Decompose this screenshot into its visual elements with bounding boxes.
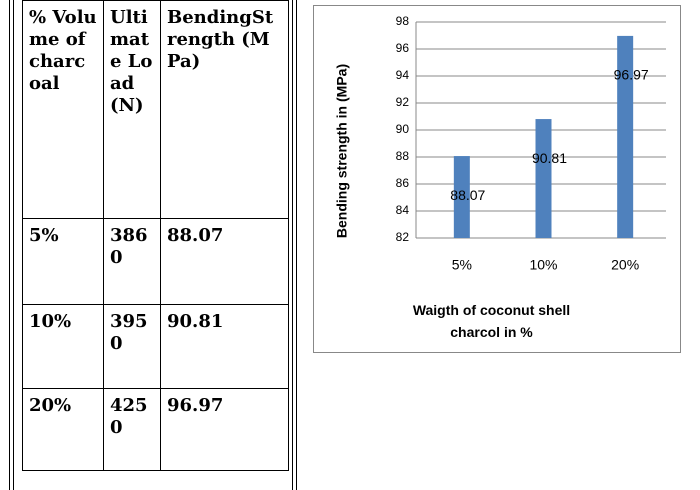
table-row: 10% 3950 90.81 [22, 304, 289, 389]
table-cell: 96.97 [160, 388, 289, 471]
table-cell: 20% [22, 388, 104, 471]
frame-line [9, 0, 10, 490]
bar [453, 156, 470, 238]
data-label: 96.97 [614, 67, 649, 83]
chart: Bending strength in (MPa) 82 84 86 88 90 92 94… [313, 5, 681, 353]
table-cell: 10% [22, 304, 104, 389]
data-table: % Volume of charcoal Ultimate Load (N) Ben… [22, 0, 289, 471]
table-cell: BendingStrength (MPa) [160, 0, 289, 219]
y-tick-label: 94 [396, 68, 410, 82]
y-tick-label: 88 [396, 149, 410, 163]
table-cell: 90.81 [160, 304, 289, 389]
bar [535, 119, 552, 238]
y-tick-label: 82 [396, 230, 410, 244]
table-row: % Volume of charcoal Ultimate Load (N) Ben… [22, 0, 289, 219]
table-cell: 4250 [103, 388, 161, 471]
frame-line [292, 0, 293, 490]
table-row: 20% 4250 96.97 [22, 388, 289, 471]
y-tick-label: 92 [396, 95, 410, 109]
table-cell: 88.07 [160, 218, 289, 305]
bar [617, 35, 634, 238]
y-tick-label: 84 [396, 203, 410, 217]
table-cell: % Volume of charcoal [22, 0, 104, 219]
table-row: 5% 3860 88.07 [22, 218, 289, 305]
x-tick-label: 5% [452, 257, 472, 273]
x-tick-label: 20% [611, 257, 639, 273]
y-tick-label: 98 [396, 14, 410, 28]
chart-svg: Bending strength in (MPa) 82 84 86 88 90 92 94… [334, 14, 666, 273]
frame-line [296, 0, 297, 490]
y-axis-label: Bending strength in (MPa) [334, 64, 350, 238]
table-cell: 3860 [103, 218, 161, 305]
table-cell: 3950 [103, 304, 161, 389]
y-tick-label: 90 [396, 122, 410, 136]
y-tick-label: 86 [396, 176, 410, 190]
x-tick-label: 10% [529, 257, 557, 273]
data-label: 90.81 [532, 150, 567, 166]
y-tick-label: 96 [396, 41, 410, 55]
table-cell: Ultimate Load (N) [103, 0, 161, 219]
frame-line [13, 0, 14, 490]
table-cell: 5% [22, 218, 104, 305]
data-label: 88.07 [450, 187, 485, 203]
x-axis-label: Waigth of coconut shell charcol in % [412, 302, 571, 340]
